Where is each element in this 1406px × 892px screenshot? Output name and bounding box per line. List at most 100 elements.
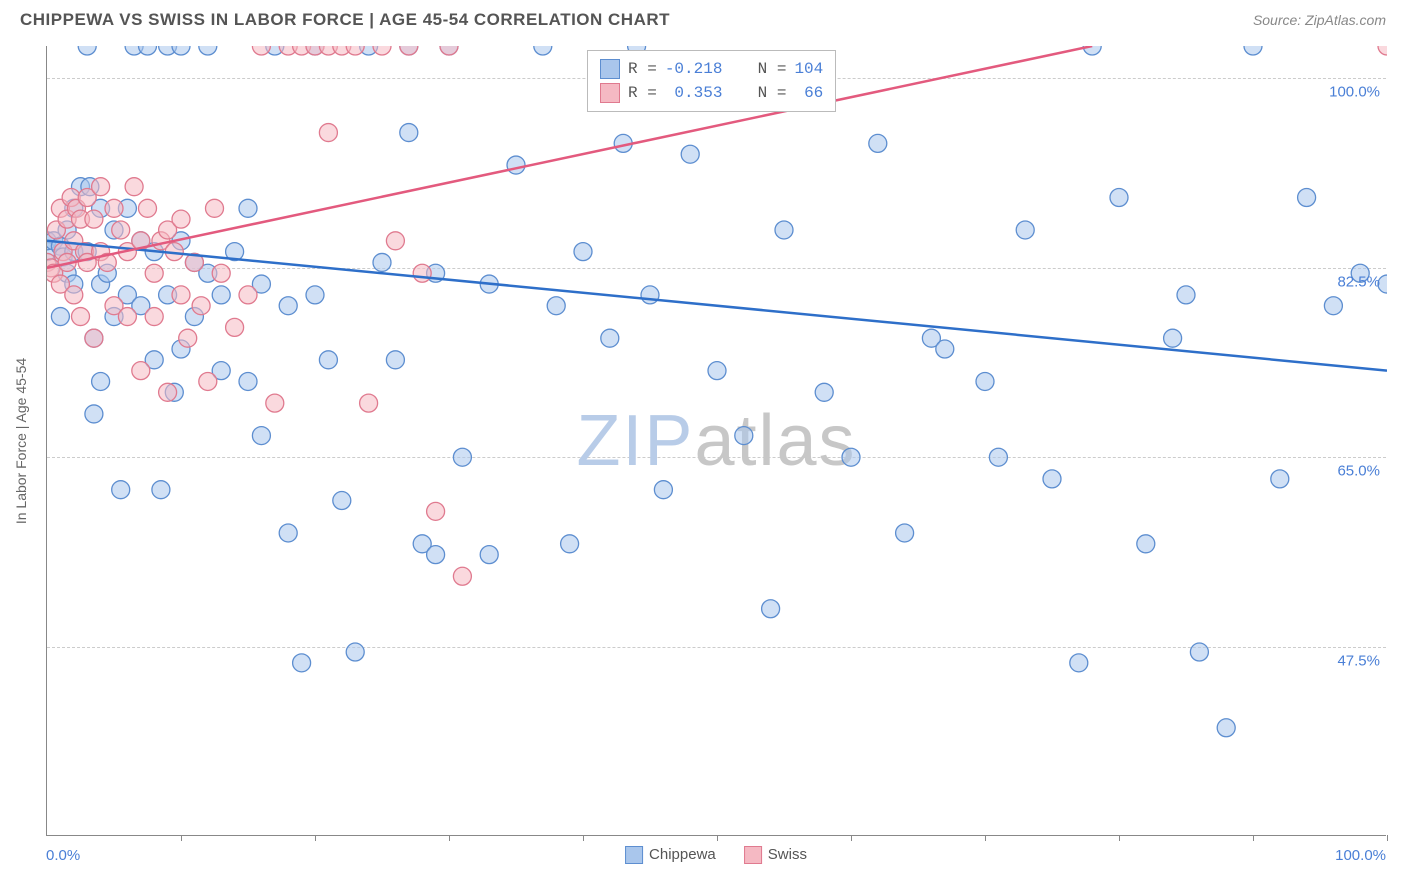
- data-point: [1137, 535, 1155, 553]
- data-point: [1217, 719, 1235, 737]
- y-tick-label: 65.0%: [1337, 463, 1380, 480]
- data-point: [1016, 221, 1034, 239]
- stats-row-swiss: R = 0.353 N = 66: [600, 81, 823, 105]
- data-point: [152, 481, 170, 499]
- data-point: [601, 329, 619, 347]
- data-point: [125, 178, 143, 196]
- data-point: [1110, 189, 1128, 207]
- data-point: [293, 654, 311, 672]
- data-point: [85, 405, 103, 423]
- data-point: [78, 46, 96, 55]
- data-point: [72, 308, 90, 326]
- x-axis-end-label: 100.0%: [1335, 847, 1386, 864]
- data-point: [386, 232, 404, 250]
- x-tick: [449, 835, 450, 841]
- data-point: [319, 124, 337, 142]
- data-point: [266, 394, 284, 412]
- data-point: [815, 383, 833, 401]
- x-tick: [1387, 835, 1388, 841]
- data-point: [936, 340, 954, 358]
- data-point: [373, 253, 391, 271]
- data-point: [762, 600, 780, 618]
- data-point: [869, 134, 887, 152]
- plot-area: In Labor Force | Age 45-54 ZIPatlas R = …: [46, 46, 1386, 836]
- data-point: [199, 372, 217, 390]
- data-point: [654, 481, 672, 499]
- data-point: [681, 145, 699, 163]
- data-point: [547, 297, 565, 315]
- x-tick: [851, 835, 852, 841]
- data-point: [51, 308, 69, 326]
- data-point: [574, 243, 592, 261]
- data-point: [279, 524, 297, 542]
- data-point: [1177, 286, 1195, 304]
- x-tick: [1253, 835, 1254, 841]
- plot-svg: [47, 46, 1387, 836]
- data-point: [440, 46, 458, 55]
- data-point: [1244, 46, 1262, 55]
- data-point: [145, 308, 163, 326]
- data-point: [145, 264, 163, 282]
- data-point: [252, 46, 270, 55]
- data-point: [319, 351, 337, 369]
- data-point: [413, 264, 431, 282]
- data-point: [1043, 470, 1061, 488]
- data-point: [400, 124, 418, 142]
- data-point: [1324, 297, 1342, 315]
- data-point: [1070, 654, 1088, 672]
- data-point: [172, 210, 190, 228]
- data-point: [239, 199, 257, 217]
- swatch-chippewa-icon: [625, 846, 643, 864]
- data-point: [139, 46, 157, 55]
- x-tick: [1119, 835, 1120, 841]
- data-point: [132, 362, 150, 380]
- data-point: [92, 372, 110, 390]
- stats-box: R = -0.218 N = 104 R = 0.353 N = 66: [587, 50, 836, 112]
- y-tick-label: 100.0%: [1329, 84, 1380, 101]
- data-point: [534, 46, 552, 55]
- x-tick: [985, 835, 986, 841]
- data-point: [896, 524, 914, 542]
- data-point: [212, 286, 230, 304]
- data-point: [1298, 189, 1316, 207]
- data-point: [346, 643, 364, 661]
- data-point: [427, 502, 445, 520]
- data-point: [346, 46, 364, 55]
- chart-title: CHIPPEWA VS SWISS IN LABOR FORCE | AGE 4…: [20, 10, 670, 30]
- data-point: [989, 448, 1007, 466]
- data-point: [112, 481, 130, 499]
- data-point: [641, 286, 659, 304]
- swatch-swiss-icon: [744, 846, 762, 864]
- y-tick-label: 82.5%: [1337, 273, 1380, 290]
- data-point: [453, 567, 471, 585]
- data-point: [1190, 643, 1208, 661]
- data-point: [1378, 46, 1387, 55]
- source-attribution: Source: ZipAtlas.com: [1253, 12, 1386, 28]
- data-point: [239, 286, 257, 304]
- data-point: [179, 329, 197, 347]
- stats-row-chippewa: R = -0.218 N = 104: [600, 57, 823, 81]
- data-point: [386, 351, 404, 369]
- data-point: [373, 46, 391, 55]
- x-tick: [181, 835, 182, 841]
- data-point: [206, 199, 224, 217]
- data-point: [453, 448, 471, 466]
- data-point: [85, 329, 103, 347]
- data-point: [252, 427, 270, 445]
- swatch-swiss: [600, 83, 620, 103]
- legend-item-chippewa: Chippewa: [625, 846, 716, 864]
- data-point: [708, 362, 726, 380]
- data-point: [507, 156, 525, 174]
- correlation-chart: In Labor Force | Age 45-54 ZIPatlas R = …: [46, 46, 1386, 836]
- data-point: [306, 286, 324, 304]
- data-point: [172, 286, 190, 304]
- data-point: [427, 546, 445, 564]
- data-point: [159, 383, 177, 401]
- data-point: [112, 221, 130, 239]
- legend: Chippewa Swiss: [625, 846, 807, 864]
- data-point: [139, 199, 157, 217]
- x-axis-start-label: 0.0%: [46, 847, 80, 864]
- data-point: [561, 535, 579, 553]
- legend-item-swiss: Swiss: [744, 846, 807, 864]
- data-point: [105, 199, 123, 217]
